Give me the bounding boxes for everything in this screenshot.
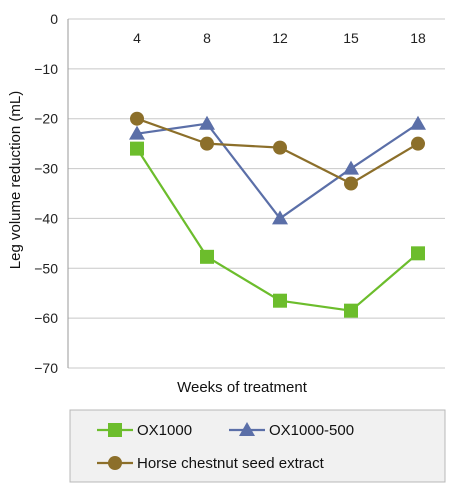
data-point-circle <box>200 136 214 151</box>
y-tick-label: −40 <box>34 210 58 226</box>
data-point-triangle <box>199 115 215 130</box>
data-point-circle <box>130 111 144 126</box>
data-point-triangle <box>343 160 359 175</box>
y-axis: 0 −10 −20 −30 −40 −50 −60 −70 <box>34 11 69 376</box>
series-horse-chestnut-seed-extract <box>130 111 425 191</box>
gridlines <box>68 18 445 369</box>
data-point-square <box>130 141 144 156</box>
series-ox1000 <box>130 141 425 318</box>
x-tick-label: 12 <box>272 30 288 46</box>
y-tick-label: −50 <box>34 260 58 276</box>
y-tick-label: 0 <box>50 11 58 27</box>
x-tick-label: 18 <box>410 30 426 46</box>
data-point-square <box>108 423 122 437</box>
x-tick-label: 8 <box>203 30 211 46</box>
data-point-square <box>273 293 287 308</box>
series-line <box>136 122 419 220</box>
legend-box <box>69 409 446 483</box>
legend: OX1000 OX1000-500 Horse chestnut seed extr… <box>69 409 446 483</box>
data-point-triangle <box>239 422 255 436</box>
data-point-square <box>200 249 214 264</box>
x-tick-label: 15 <box>343 30 359 46</box>
y-tick-label: −30 <box>34 161 58 177</box>
series-line <box>136 148 419 312</box>
y-tick-label: −10 <box>34 61 58 77</box>
data-point-square <box>411 246 425 261</box>
legend-entry: OX1000 <box>97 422 192 439</box>
y-tick-label: −20 <box>34 111 58 127</box>
data-point-circle <box>411 136 425 151</box>
y-tick-label: −60 <box>34 310 58 326</box>
data-point-triangle <box>272 210 288 225</box>
data-point-circle <box>108 456 122 470</box>
data-point-triangle <box>410 115 426 130</box>
legend-label: OX1000 <box>137 422 192 439</box>
series-layer <box>129 111 426 318</box>
y-axis-title: Leg volume reduction (mL) <box>7 91 24 269</box>
legend-entry: Horse chestnut seed extract <box>97 455 325 472</box>
legend-label: Horse chestnut seed extract <box>137 455 325 472</box>
legend-entry: OX1000-500 <box>229 422 354 439</box>
data-point-square <box>344 303 358 318</box>
series-ox1000-500 <box>129 115 426 225</box>
legend-label: OX1000-500 <box>269 422 354 439</box>
data-point-triangle <box>129 125 145 140</box>
data-point-circle <box>344 176 358 191</box>
data-point-circle <box>273 140 287 155</box>
x-tick-label: 4 <box>133 30 141 46</box>
x-axis: 4 8 12 15 18 <box>133 30 426 46</box>
y-tick-label: −70 <box>34 360 58 376</box>
x-axis-title: Weeks of treatment <box>177 379 308 396</box>
